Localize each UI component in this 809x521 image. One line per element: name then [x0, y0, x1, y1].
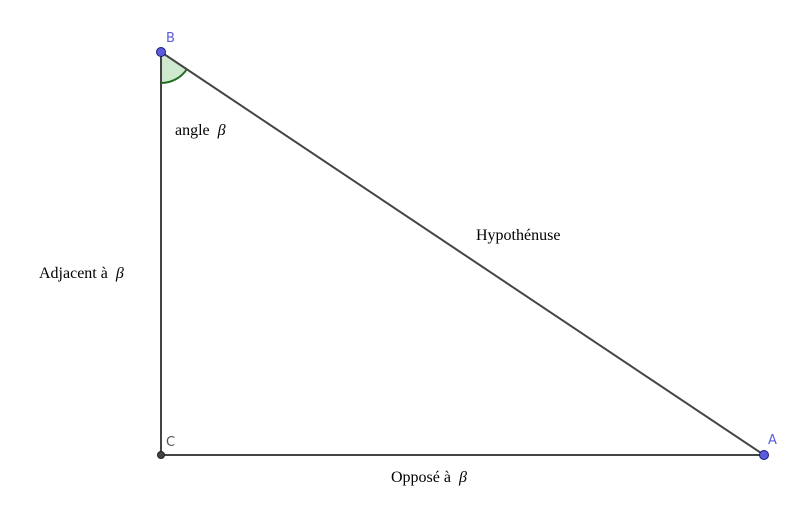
angle-beta-arc — [160, 68, 188, 85]
adjacent-label-text: Adjacent à — [39, 265, 108, 282]
angle-beta-label: angle β — [175, 122, 226, 139]
angle-beta-label-symbol: β — [217, 122, 226, 139]
opposite-label-text: Opposé à — [391, 469, 451, 486]
adjacent-label: Adjacent à β — [39, 265, 124, 282]
point-a[interactable] — [759, 450, 769, 460]
opposite-label-symbol: β — [458, 469, 467, 486]
edge-ab-hypotenuse — [160, 51, 765, 456]
point-b-label: B — [166, 31, 175, 46]
point-c-label: C — [166, 435, 175, 450]
opposite-label: Opposé à β — [391, 469, 467, 486]
point-c[interactable] — [157, 451, 165, 459]
adjacent-label-symbol: β — [115, 265, 124, 282]
point-b[interactable] — [156, 47, 166, 57]
point-a-label: A — [768, 433, 777, 448]
angle-beta-label-text: angle — [175, 122, 210, 139]
hypotenuse-label: Hypothénuse — [476, 227, 560, 244]
